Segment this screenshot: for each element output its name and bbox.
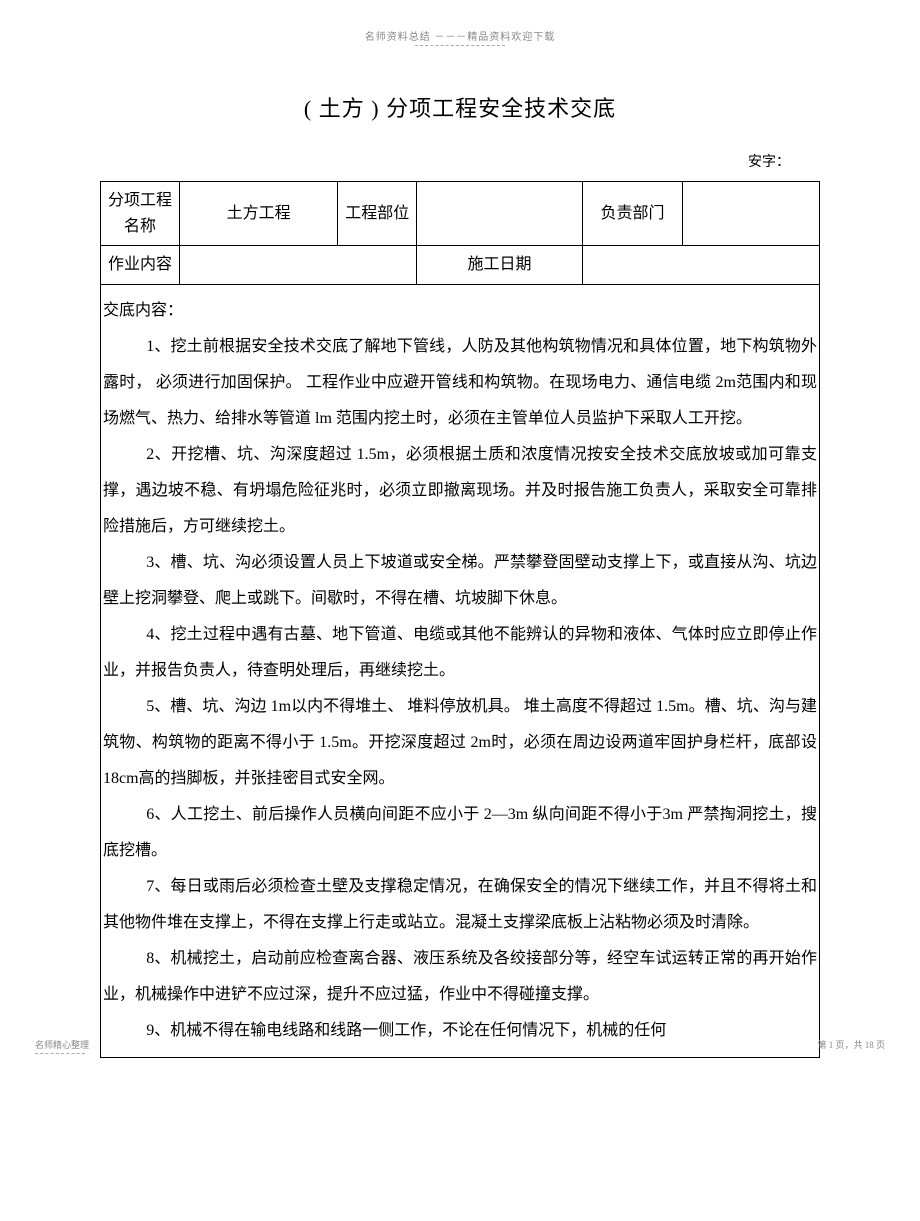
- info-table: 分项工程名称 土方工程 工程部位 负责部门 作业内容 施工日期: [100, 181, 820, 285]
- document-title: ( 土方 ) 分项工程安全技术交底: [0, 91, 920, 123]
- cell-department-value: [683, 182, 820, 246]
- page-header: 名师资料总结 －－－精品资料欢迎下载: [0, 0, 920, 46]
- paragraph: 2、开挖槽、坑、沟深度超过 1.5m，必须根据土质和浓度情况按安全技术交底放坡或…: [103, 437, 817, 545]
- cell-project-part-value: [417, 182, 582, 246]
- content-body: 交底内容： 1、挖土前根据安全技术交底了解地下管线，人防及其他构筑物情况和具体位…: [100, 285, 820, 1058]
- signature-label: 安字：: [0, 151, 920, 171]
- cell-date-value: [582, 246, 819, 285]
- table-row: 分项工程名称 土方工程 工程部位 负责部门: [101, 182, 820, 246]
- footer-left-underline: [35, 1053, 85, 1054]
- cell-project-name-label: 分项工程名称: [101, 182, 180, 246]
- paragraph: 7、每日或雨后必须检查土壁及支撑稳定情况，在确保安全的情况下继续工作，并且不得将…: [103, 869, 817, 941]
- document-page: 名师资料总结 －－－精品资料欢迎下载 ( 土方 ) 分项工程安全技术交底 安字：…: [0, 0, 920, 1058]
- header-underline: [415, 45, 505, 46]
- cell-date-label: 施工日期: [417, 246, 582, 285]
- footer-right-text: 第 1 页，共 18 页: [817, 1038, 885, 1051]
- table-row: 作业内容 施工日期: [101, 246, 820, 285]
- footer-left: 名师精心整理: [35, 1038, 89, 1054]
- cell-department-label: 负责部门: [582, 182, 683, 246]
- paragraph: 8、机械挖土，启动前应检查离合器、液压系统及各绞接部分等，经空车试运转正常的再开…: [103, 941, 817, 1013]
- footer-left-text: 名师精心整理: [35, 1040, 89, 1050]
- content-heading: 交底内容：: [103, 293, 817, 329]
- paragraph: 4、挖土过程中遇有古墓、地下管道、电缆或其他不能辨认的异物和液体、气体时应立即停…: [103, 617, 817, 689]
- cell-project-part-label: 工程部位: [338, 182, 417, 246]
- header-text: 名师资料总结 －－－精品资料欢迎下载: [365, 32, 556, 43]
- cell-work-content-label: 作业内容: [101, 246, 180, 285]
- paragraph: 9、机械不得在输电线路和线路一侧工作，不论在任何情况下，机械的任何: [103, 1013, 817, 1049]
- cell-project-name-value: 土方工程: [180, 182, 338, 246]
- paragraph: 6、人工挖土、前后操作人员横向间距不应小于 2—3m 纵向间距不得小于3m 严禁…: [103, 797, 817, 869]
- paragraph: 1、挖土前根据安全技术交底了解地下管线，人防及其他构筑物情况和具体位置，地下构筑…: [103, 329, 817, 437]
- paragraph: 3、槽、坑、沟必须设置人员上下坡道或安全梯。严禁攀登固壁动支撑上下，或直接从沟、…: [103, 545, 817, 617]
- paragraph: 5、槽、坑、沟边 1m以内不得堆土、 堆料停放机具。 堆土高度不得超过 1.5m…: [103, 689, 817, 797]
- content-wrapper: 分项工程名称 土方工程 工程部位 负责部门 作业内容 施工日期 交底内容： 1、…: [100, 181, 820, 1058]
- cell-work-content-value: [180, 246, 417, 285]
